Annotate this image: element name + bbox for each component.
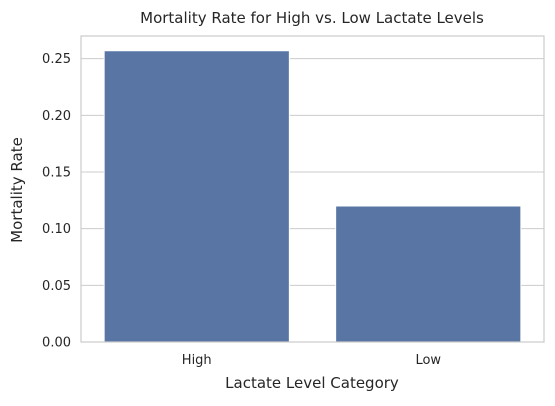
- y-axis-label: Mortality Rate: [8, 137, 26, 243]
- plot-frame: [80, 35, 545, 343]
- x-tick-label: High: [182, 353, 212, 368]
- y-tick-label: 0.00: [42, 336, 71, 351]
- y-tick-label: 0.25: [42, 52, 71, 67]
- tick-labels: 0.00 0.05 0.10 0.15 0.20 0.25 High Low: [42, 52, 441, 368]
- axes-frame: [80, 35, 545, 343]
- x-axis-label: Lactate Level Category: [225, 374, 399, 392]
- y-tick-label: 0.15: [42, 166, 71, 181]
- y-tick-label: 0.20: [42, 109, 71, 124]
- bar-high: [103, 50, 290, 343]
- bar-low: [335, 205, 522, 343]
- y-tick-label: 0.05: [42, 279, 71, 294]
- x-tick-label: Low: [415, 353, 441, 368]
- bars: [103, 50, 522, 343]
- chart-title: Mortality Rate for High vs. Low Lactate …: [140, 9, 484, 27]
- y-tick-label: 0.10: [42, 222, 71, 237]
